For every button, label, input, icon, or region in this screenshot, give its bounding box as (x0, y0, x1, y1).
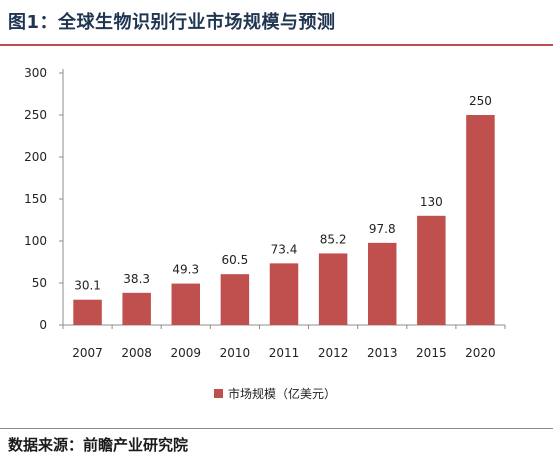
data-label: 38.3 (123, 272, 150, 286)
y-axis: 0 50 100 150 200 250 300 (24, 66, 64, 332)
bar-series (73, 115, 495, 325)
x-tick-label: 2007 (72, 346, 103, 360)
data-label: 130 (420, 195, 443, 209)
y-tick-label: 150 (24, 192, 47, 206)
x-tick-label: 2012 (318, 346, 349, 360)
source-note: 数据来源：前瞻产业研究院 (8, 436, 189, 454)
bar (220, 274, 250, 325)
x-tick-label: 2020 (465, 346, 496, 360)
footer-divider (0, 428, 553, 429)
data-labels: 30.1 38.3 49.3 60.5 73.4 85.2 97.8 130 250 (74, 94, 492, 293)
bar (122, 292, 151, 325)
x-tick-label: 2008 (121, 346, 152, 360)
y-tick-label: 0 (39, 318, 47, 332)
legend-swatch (214, 389, 223, 398)
title-divider (0, 44, 553, 46)
figure-title: 图1：全球生物识别行业市场规模与预测 (8, 12, 336, 33)
x-tick-label: 2010 (220, 346, 251, 360)
x-tick-label: 2011 (269, 346, 300, 360)
x-tick-label: 2015 (416, 346, 447, 360)
data-label: 250 (469, 94, 492, 108)
x-tick-label: 2009 (171, 346, 202, 360)
bar (367, 242, 397, 325)
y-tick-label: 250 (24, 108, 47, 122)
bar (73, 299, 102, 325)
x-tick-label: 2013 (367, 346, 398, 360)
y-tick-label: 100 (24, 234, 47, 248)
legend: 市场规模（亿美元） (214, 386, 336, 401)
data-label: 85.2 (320, 232, 347, 246)
bar (269, 263, 299, 325)
legend-label: 市场规模（亿美元） (228, 386, 336, 401)
x-axis: 2007 2008 2009 2010 2011 2012 2013 2015 2020 (62, 324, 506, 360)
bar (171, 283, 201, 325)
data-label: 97.8 (369, 222, 396, 236)
bar (417, 215, 446, 325)
data-label: 73.4 (271, 242, 298, 256)
bar (318, 253, 348, 325)
data-label: 30.1 (74, 279, 101, 293)
y-tick-label: 300 (24, 66, 47, 80)
y-tick-label: 50 (32, 276, 47, 290)
y-tick-label: 200 (24, 150, 47, 164)
bar (466, 115, 495, 325)
data-label: 49.3 (172, 263, 199, 277)
data-label: 60.5 (222, 253, 249, 267)
